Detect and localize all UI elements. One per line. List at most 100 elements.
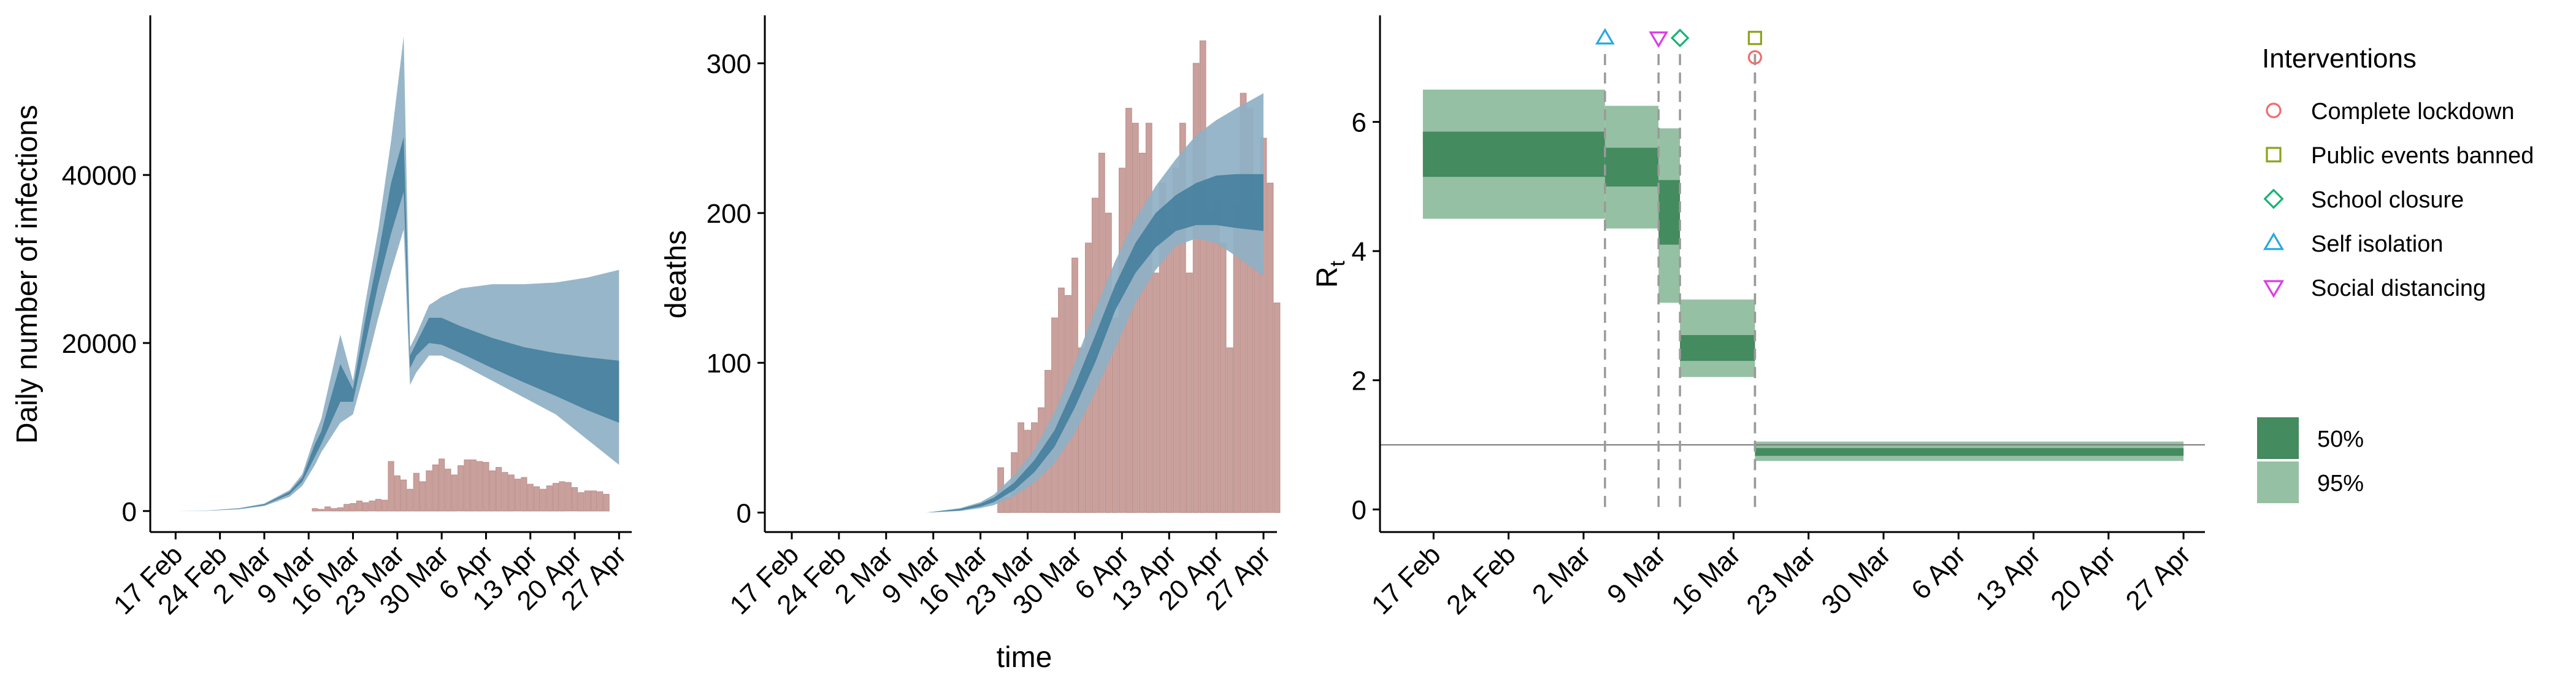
- panel1-bar: [1267, 182, 1274, 513]
- panel0-bar: [489, 470, 496, 512]
- panel0-bar: [578, 492, 585, 512]
- panel1-bar: [1213, 198, 1220, 513]
- panel0-bar: [413, 473, 420, 512]
- panel1-bar: [1260, 137, 1267, 513]
- panel0-bar: [584, 490, 591, 512]
- rt-ci50-segment: [1658, 180, 1681, 245]
- legend-band-label: 95%: [2317, 471, 2364, 496]
- panel0-bar: [597, 491, 604, 512]
- panel0-y-tick-label: 40000: [62, 161, 137, 191]
- panel1-bar: [1199, 41, 1206, 513]
- panel0-bar: [381, 500, 388, 512]
- legend-item-label: Self isolation: [2311, 231, 2443, 257]
- panel1-bar: [1226, 347, 1233, 513]
- panel0-bar: [534, 486, 540, 512]
- panel0-bar: [572, 487, 578, 512]
- panel0-y-tick-label: 20000: [62, 329, 137, 359]
- panel0-bar: [540, 488, 546, 512]
- panel0-bar: [508, 474, 515, 512]
- panel1-bar: [1152, 272, 1159, 513]
- rt-y-axis-title-main: R: [1311, 266, 1344, 288]
- panel0-bar: [401, 479, 407, 512]
- rt-y-axis-title-subscript: t: [1326, 260, 1349, 266]
- panel1-bar: [1145, 123, 1152, 513]
- panel0-bar: [426, 470, 432, 512]
- panel1-bar: [1192, 63, 1200, 513]
- panel1-y-tick-label: 200: [707, 199, 751, 229]
- panel0-bar: [477, 461, 483, 512]
- panel2-y-tick-label: 4: [1352, 237, 1367, 267]
- panel0-bar: [451, 474, 458, 512]
- legend-circle-icon: [2266, 102, 2282, 118]
- panel0-bar: [553, 483, 559, 512]
- legend-item-label: School closure: [2311, 187, 2464, 213]
- legend-square-icon: [2266, 147, 2282, 163]
- panel0-bar: [388, 461, 394, 512]
- panel0-bar: [521, 477, 527, 512]
- circle-marker: [1747, 50, 1762, 65]
- panel1-bar: [1138, 153, 1146, 513]
- panel0-bar: [445, 468, 451, 512]
- deaths-x-axis-title: time: [997, 641, 1052, 674]
- legend-diamond-icon: [2263, 188, 2284, 209]
- panel0-bar: [565, 482, 572, 512]
- panel0-bar: [483, 461, 489, 512]
- panel1-bar: [1132, 123, 1139, 513]
- legend-triangle-down-icon: [2263, 280, 2285, 298]
- infections-y-axis-title: Daily number of infections: [11, 105, 44, 444]
- panel1-y-tick-label: 0: [737, 498, 751, 528]
- legend-bands: 50% 95%: [2257, 417, 2364, 503]
- panel0-bar: [318, 509, 324, 512]
- panel0-bar: [591, 490, 597, 512]
- panel0-bar: [312, 508, 318, 512]
- legend-item-label: Complete lockdown: [2311, 99, 2515, 125]
- panel1-bar: [1119, 168, 1125, 513]
- panel0-bar: [407, 488, 413, 512]
- panel0-ci95-band: [175, 36, 619, 511]
- panel0-y-tick-label: 0: [122, 497, 137, 527]
- panel1-bar: [1165, 228, 1173, 513]
- panel0-bar: [337, 507, 343, 512]
- panel0-bar: [350, 503, 356, 512]
- panel0-bar: [546, 485, 553, 512]
- panel0-bar: [324, 506, 331, 512]
- panel0-bar: [496, 467, 502, 512]
- panel0-bar: [458, 465, 464, 512]
- panel0-bar: [394, 475, 401, 512]
- legend-item-label: Social distancing: [2311, 276, 2486, 301]
- rt-ci50-segment: [1755, 448, 2184, 456]
- panel0-bar: [559, 481, 565, 512]
- legend-title: Interventions: [2262, 44, 2417, 74]
- panel0-bar: [420, 481, 426, 512]
- panel2-y-tick-label: 0: [1352, 495, 1367, 525]
- panel1-y-tick-label: 300: [707, 49, 751, 79]
- panel0-bar: [515, 479, 521, 512]
- panel1-bar: [1186, 272, 1193, 513]
- interventions-legend: Interventions Complete lockdown Public ev…: [2257, 44, 2534, 503]
- panel1-bar: [1179, 123, 1186, 513]
- rt-ci50-segment: [1604, 147, 1659, 187]
- panel0-bar: [464, 459, 470, 512]
- panel1-bar: [1219, 242, 1227, 513]
- panel0-bar: [603, 493, 610, 512]
- triangle-down-marker: [1649, 31, 1668, 48]
- triangle-up-marker: [1595, 28, 1615, 45]
- panel0-bar: [527, 484, 534, 512]
- panel0-bar: [502, 472, 508, 512]
- legend-band-swatch: [2257, 461, 2299, 503]
- panel0-ci50-band: [175, 137, 619, 511]
- legend-band-swatch: [2257, 417, 2299, 459]
- panel1-bar: [1273, 303, 1281, 513]
- panel1-bar: [1206, 212, 1213, 513]
- deaths-y-axis-title: deaths: [660, 230, 692, 318]
- panel0-bar: [432, 465, 439, 512]
- legend-band-label: 50%: [2317, 426, 2364, 452]
- panel0-bar: [375, 499, 381, 512]
- square-marker: [1747, 31, 1762, 45]
- rt-ci50-segment: [1422, 131, 1605, 177]
- rt-y-axis-title: Rt: [1311, 260, 1349, 288]
- panel0-bar: [369, 500, 375, 512]
- panel0-bar: [470, 459, 477, 512]
- panel1-y-tick-label: 100: [707, 349, 751, 379]
